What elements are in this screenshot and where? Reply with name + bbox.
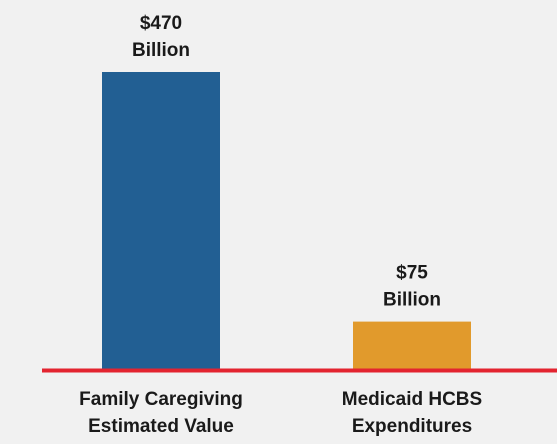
bar-2	[353, 321, 471, 369]
value-label-1-line-2: Billion	[132, 40, 190, 61]
category-label-1-line-2: Estimated Value	[88, 416, 234, 437]
value-label-1-line-1: $470	[140, 13, 182, 34]
bar-1	[102, 72, 220, 369]
category-labels: Family Caregiving Estimated Value Medicaid…	[79, 389, 482, 437]
value-label-2-line-2: Billion	[383, 290, 441, 311]
category-label-1-line-1: Family Caregiving	[79, 389, 243, 410]
value-labels: $470 Billion $75 Billion	[132, 13, 441, 311]
category-label-2-line-1: Medicaid HCBS	[342, 389, 482, 410]
category-label-2-line-2: Expenditures	[352, 416, 472, 437]
bars	[102, 72, 471, 369]
value-label-2-line-1: $75	[396, 263, 428, 284]
